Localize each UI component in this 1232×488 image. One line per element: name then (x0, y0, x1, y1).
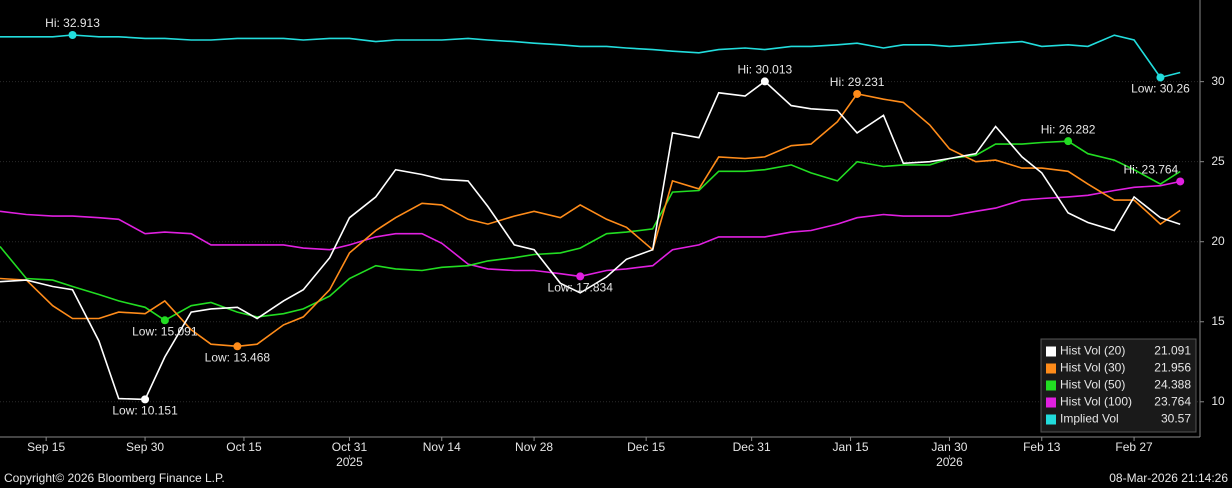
copyright: Copyright© 2026 Bloomberg Finance L.P. (4, 471, 225, 485)
series-line (0, 180, 1181, 278)
x-tick-label: Feb 27 (1115, 440, 1153, 454)
timestamp: 08-Mar-2026 21:14:26 (1109, 471, 1228, 485)
series-line (0, 34, 1181, 79)
year-label: 2026 (936, 455, 963, 469)
legend-swatch (1046, 363, 1056, 374)
series-line (0, 93, 1181, 348)
legend: Hist Vol (20) 21.091 Hist Vol (30) 21.956 Hi… (1040, 338, 1197, 433)
extreme-marker (1156, 73, 1165, 82)
legend-value: 21.956 (1154, 361, 1191, 375)
legend-swatch (1046, 414, 1056, 425)
extreme-marker (760, 77, 769, 86)
legend-value: 30.57 (1161, 412, 1191, 426)
series-line (0, 140, 1181, 322)
legend-label: Hist Vol (20) (1060, 344, 1125, 358)
x-tick-label: Sep 30 (126, 440, 164, 454)
legend-box (1040, 338, 1197, 433)
extreme-marker (68, 31, 77, 40)
y-tick-label: 30 (1211, 74, 1225, 88)
x-tick-label: Sep 15 (27, 440, 65, 454)
extreme-label: Hi: 26.282 (1041, 122, 1096, 136)
y-tick-label: 10 (1211, 394, 1225, 408)
legend-value: 21.091 (1154, 344, 1191, 358)
x-tick-label: Nov 14 (423, 440, 461, 454)
extreme-label: Low: 17.834 (548, 281, 614, 295)
extreme-marker (160, 316, 169, 325)
x-tick-label: Nov 28 (515, 440, 553, 454)
extreme-marker (141, 395, 150, 404)
y-tick-label: 20 (1211, 234, 1225, 248)
extreme-marker (853, 89, 862, 98)
extreme-label: Hi: 32.913 (45, 16, 100, 30)
legend-swatch (1046, 380, 1056, 391)
extreme-label: Hi: 23.764 (1124, 163, 1179, 177)
x-tick-label: Oct 31 (332, 440, 368, 454)
series-line (0, 80, 1181, 401)
x-tick-label: Jan 30 (931, 440, 967, 454)
extreme-label: Low: 30.26 (1131, 82, 1190, 96)
legend-label: Hist Vol (30) (1060, 361, 1125, 375)
extreme-marker (1064, 137, 1073, 146)
legend-label: Implied Vol (1060, 412, 1119, 426)
legend-swatch (1046, 397, 1056, 408)
extreme-label: Low: 13.468 (205, 350, 271, 364)
extreme-marker (233, 342, 242, 351)
extreme-label: Low: 10.151 (112, 404, 178, 418)
x-tick-label: Dec 15 (627, 440, 665, 454)
extreme-marker (576, 272, 585, 281)
legend-label: Hist Vol (100) (1060, 395, 1132, 409)
extreme-label: Hi: 30.013 (737, 63, 792, 77)
extreme-marker (1176, 177, 1185, 186)
y-tick-label: 15 (1211, 314, 1225, 328)
legend-value: 23.764 (1154, 395, 1191, 409)
extreme-label: Hi: 29.231 (830, 75, 885, 89)
legend-value: 24.388 (1154, 378, 1191, 392)
year-label: 2025 (336, 455, 363, 469)
x-tick-label: Feb 13 (1023, 440, 1061, 454)
x-tick-label: Jan 15 (833, 440, 869, 454)
x-tick-label: Dec 31 (733, 440, 771, 454)
legend-swatch (1046, 346, 1056, 357)
x-tick-label: Oct 15 (226, 440, 262, 454)
legend-label: Hist Vol (50) (1060, 378, 1125, 392)
extreme-label: Low: 15.091 (132, 324, 198, 338)
y-tick-label: 25 (1211, 154, 1225, 168)
